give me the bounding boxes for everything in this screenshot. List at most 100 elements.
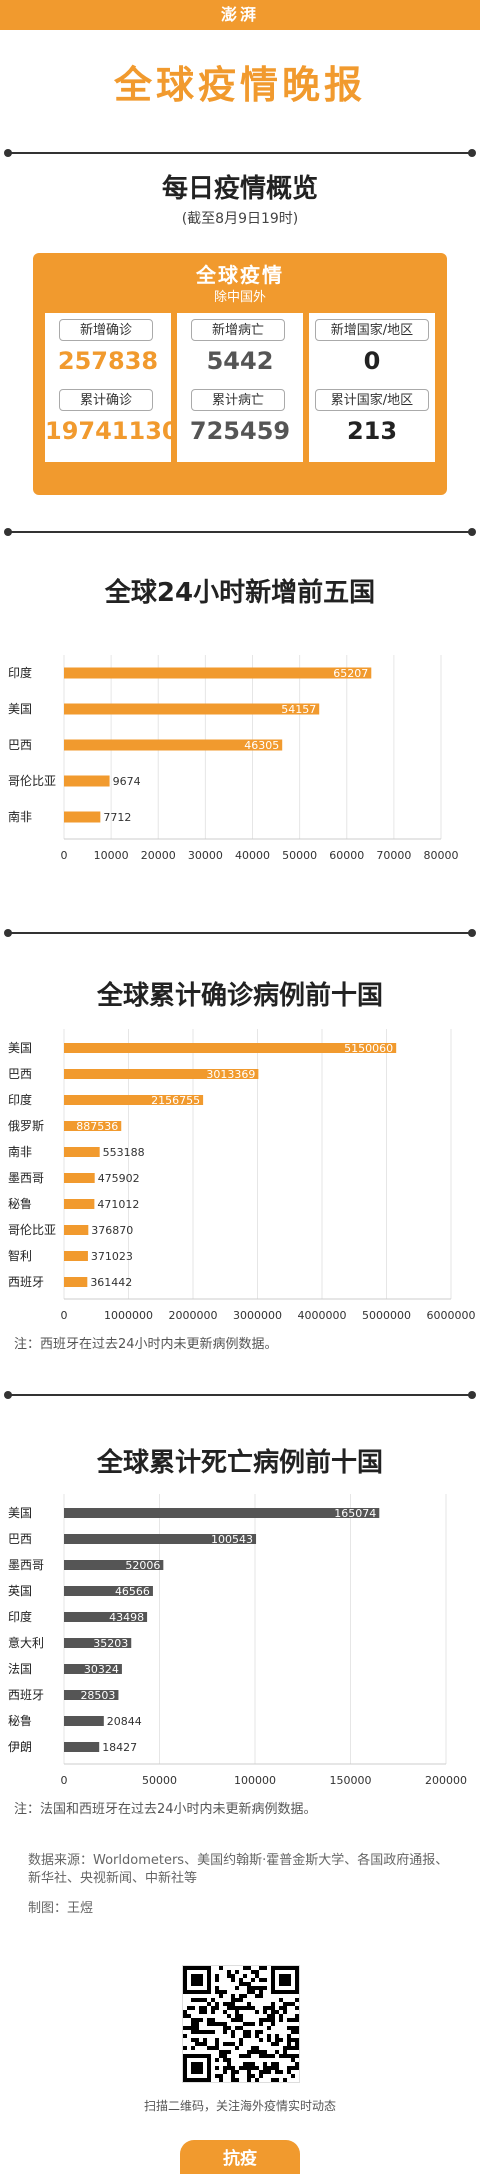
x-tick-label: 2000000 [169,1309,218,1322]
data-label: 46305 [244,739,279,752]
bar [64,1638,132,1648]
new-confirmed-value: 257838 [57,347,159,375]
bar [64,1251,88,1261]
bar [64,1043,397,1053]
data-label: 376870 [91,1224,133,1237]
data-label: 475902 [98,1172,140,1185]
category-label: 智利 [8,1248,32,1263]
new-cases-chart: 0 10000 20000 30000 40000 50000 60000 70000 8000… [8,655,459,862]
data-label: 471012 [97,1198,139,1211]
data-label: 371023 [91,1250,133,1263]
overview-title: 每日疫情概览 [161,174,318,204]
page-title: 全球疫情晚报 [113,63,366,107]
total-countries-value: 213 [346,417,398,445]
data-label: 5150060 [344,1042,393,1055]
category-label: 伊朗 [8,1740,32,1754]
bar [64,739,283,751]
data-label: 43498 [109,1611,144,1624]
data-label: 35203 [93,1637,128,1650]
x-tick-label: 5000000 [362,1309,411,1322]
category-label: 美国 [8,702,32,716]
confirmed-cases-chart: 0 1000000 2000000 3000000 4000000 5000000 6000… [8,1029,476,1322]
chart1-title: 全球24小时新增前五国 [104,578,376,608]
bar [64,1586,153,1596]
bar [64,1534,257,1544]
x-tick-label: 100000 [234,1774,276,1787]
data-label: 553188 [103,1146,145,1159]
category-label: 哥伦比亚 [8,1222,56,1237]
data-label: 30324 [84,1663,119,1676]
total-confirmed-value: 19741130 [45,417,179,445]
x-tick-label: 4000000 [298,1309,347,1322]
category-label: 哥伦比亚 [8,773,56,788]
x-tick-label: 10000 [94,849,129,862]
x-tick-label: 3000000 [233,1309,282,1322]
author: 制图：王煜 [28,1901,94,1916]
category-label: 南非 [8,809,32,824]
bar [64,1199,95,1209]
x-tick-label: 70000 [376,849,411,862]
stat-card-countries: 新增国家/地区 0 累计国家/地区 213 [309,313,435,462]
logo: 澎湃 [220,5,259,24]
chart3-note: 注：法国和西班牙在过去24小时内未更新病例数据。 [14,1802,317,1817]
x-tick-label: 200000 [425,1774,467,1787]
data-label: 18427 [102,1741,137,1754]
bar [64,1069,259,1079]
stat-card-deaths: 新增病亡 5442 累计病亡 725459 [177,313,303,462]
category-label: 南非 [8,1144,32,1159]
bar [64,1612,148,1622]
data-label: 28503 [80,1689,115,1702]
global-box-title: 全球疫情 [196,263,284,287]
new-countries-label: 新增国家/地区 [315,319,429,341]
bar [64,1121,122,1131]
category-label: 墨西哥 [8,1558,44,1572]
category-label: 巴西 [8,1067,32,1081]
bar [64,1225,89,1235]
data-label: 65207 [333,667,368,680]
bar [64,811,101,823]
bar [64,1690,119,1700]
bar [64,775,110,787]
category-label: 秘鲁 [8,1714,32,1728]
data-label: 9674 [113,775,141,788]
bar [64,1508,380,1518]
data-label: 3013369 [206,1068,255,1081]
chart3-title: 全球累计死亡病例前十国 [96,1448,383,1478]
data-label: 46566 [115,1585,150,1598]
x-tick-label: 50000 [282,849,317,862]
bar [64,1560,164,1570]
new-deaths-value: 5442 [206,347,274,375]
overview-date: (截至8月9日19时) [181,211,299,227]
category-label: 印度 [8,1609,32,1624]
data-label: 361442 [90,1276,132,1289]
data-label: 52006 [125,1559,160,1572]
category-label: 墨西哥 [8,1171,44,1185]
top-banner [0,0,480,30]
x-tick-label: 0 [61,1309,68,1322]
category-label: 英国 [8,1584,32,1598]
category-label: 美国 [8,1041,32,1055]
bar [64,1742,100,1752]
scan-hint: 扫描二维码，关注海外疫情实时动态 [143,2099,336,2113]
divider [4,149,476,157]
category-label: 西班牙 [8,1275,44,1289]
category-label: 印度 [8,1092,32,1107]
x-tick-label: 40000 [235,849,270,862]
divider [4,1391,476,1399]
category-label: 俄罗斯 [8,1119,44,1133]
x-tick-label: 1000000 [104,1309,153,1322]
total-deaths-value: 725459 [189,417,291,445]
category-label: 西班牙 [8,1688,44,1702]
category-label: 巴西 [8,738,32,752]
x-tick-label: 0 [61,1774,68,1787]
total-deaths-label: 累计病亡 [191,389,285,411]
x-tick-label: 0 [61,849,68,862]
global-box-subtitle: 除中国外 [213,290,266,305]
x-tick-label: 50000 [142,1774,177,1787]
divider [4,929,476,937]
data-label: 54157 [281,703,316,716]
category-label: 秘鲁 [8,1197,32,1211]
new-deaths-label: 新增病亡 [191,319,285,341]
chart2-note: 注：西班牙在过去24小时内未更新病例数据。 [14,1337,278,1352]
new-countries-value: 0 [363,347,381,375]
